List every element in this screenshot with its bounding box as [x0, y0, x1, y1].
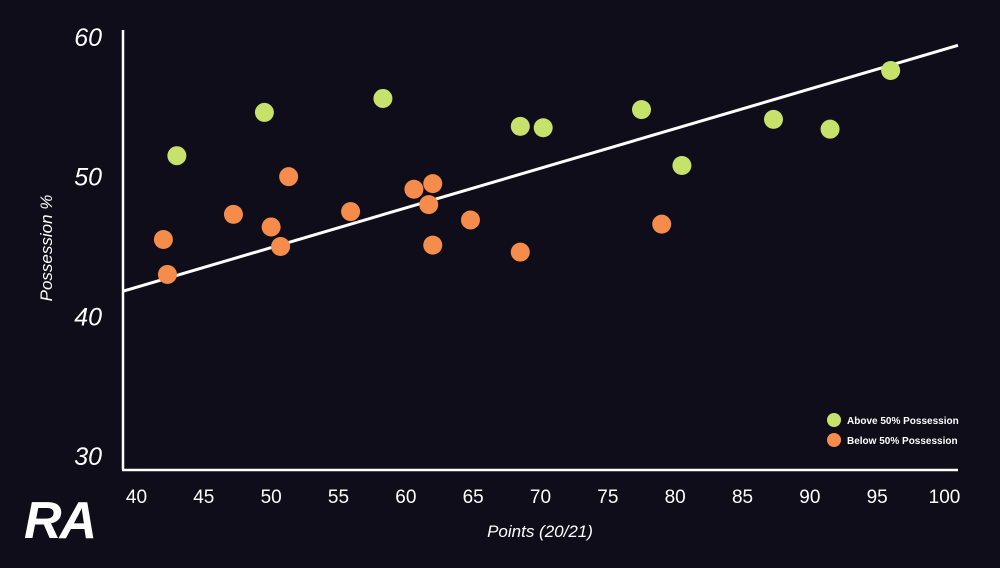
- y-tick-label-50: 50: [74, 164, 102, 192]
- below-50-point-13: [510, 242, 530, 262]
- x-tick-label-40: 40: [126, 487, 147, 508]
- legend-marker-below: [827, 433, 841, 447]
- ra-logo: RA: [24, 492, 95, 550]
- below-50-point-7: [341, 202, 361, 222]
- trendline-layer: [122, 43, 959, 293]
- above-50-point-5: [533, 118, 553, 138]
- above-50-point-1: [167, 146, 187, 166]
- legend-label-above: Above 50% Possession: [847, 416, 959, 427]
- above-50-point-8: [763, 109, 783, 129]
- below-50-point-3: [223, 204, 243, 224]
- below-50-point-8: [404, 179, 424, 199]
- x-tick-label-65: 65: [463, 487, 484, 508]
- y-axis-title: Possession %: [37, 195, 56, 302]
- below-50-point-9: [419, 195, 439, 215]
- legend: Above 50% Possession Below 50% Possessio…: [827, 413, 959, 447]
- x-tick-labels: 40 45 50 55 60 65 70 75 80 85 90 95 100: [126, 487, 960, 508]
- below-50-point-4: [261, 217, 281, 237]
- below-50-point-6: [279, 167, 299, 187]
- x-tick-label-45: 45: [193, 487, 214, 508]
- above-50-point-9: [820, 119, 840, 139]
- below-50-point-2: [157, 264, 177, 284]
- below-50-point-12: [460, 210, 480, 230]
- y-tick-label-60: 60: [74, 24, 102, 52]
- above-50-point-6: [632, 100, 652, 120]
- legend-marker-above: [827, 413, 841, 427]
- legend-label-below: Below 50% Possession: [847, 436, 958, 447]
- below-50-point-11: [423, 235, 443, 255]
- x-tick-label-55: 55: [328, 487, 349, 508]
- above-50-point-2: [254, 102, 274, 122]
- above-50-point-4: [510, 116, 530, 136]
- x-tick-label-70: 70: [530, 487, 551, 508]
- x-tick-label-80: 80: [665, 487, 686, 508]
- y-tick-labels: 30 40 50 60: [74, 24, 102, 471]
- above-50-point-3: [373, 88, 393, 108]
- x-tick-label-90: 90: [799, 487, 820, 508]
- x-tick-label-75: 75: [597, 487, 618, 508]
- x-axis-title: Points (20/21): [487, 522, 593, 541]
- x-tick-label-85: 85: [732, 487, 753, 508]
- above-50-point-10: [881, 61, 901, 81]
- axes: [121, 30, 958, 472]
- x-tick-label-95: 95: [867, 487, 888, 508]
- x-tick-label-50: 50: [261, 487, 282, 508]
- x-tick-label-60: 60: [395, 487, 416, 508]
- trendline: [122, 43, 959, 293]
- below-50-point-10: [423, 174, 443, 194]
- data-points: [153, 61, 901, 284]
- below-50-point-14: [652, 214, 672, 234]
- y-tick-label-30: 30: [74, 443, 102, 471]
- y-tick-label-40: 40: [74, 303, 102, 331]
- above-50-point-7: [672, 155, 692, 175]
- below-50-point-1: [153, 230, 173, 250]
- x-tick-label-100: 100: [929, 487, 961, 508]
- below-50-point-5: [271, 237, 291, 257]
